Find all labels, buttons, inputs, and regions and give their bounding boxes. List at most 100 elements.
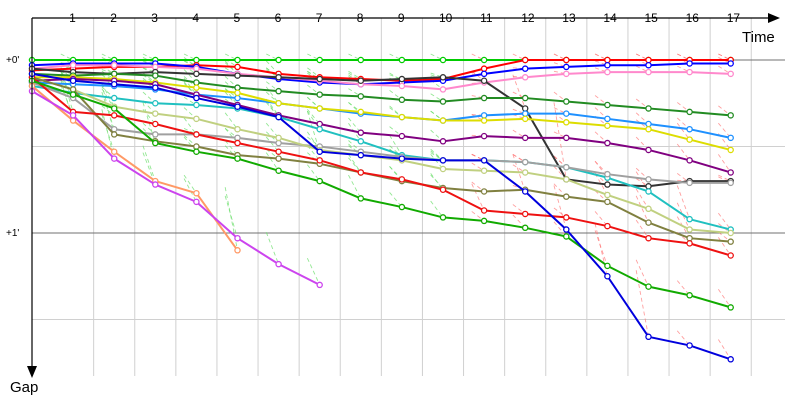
data-point — [604, 198, 611, 206]
connector-line — [471, 153, 485, 161]
series-line — [31, 64, 731, 91]
series-line — [31, 78, 731, 174]
connector-line — [430, 152, 444, 161]
data-point — [193, 198, 200, 206]
data-point — [234, 247, 241, 254]
data-point — [645, 176, 652, 183]
data-point — [727, 229, 734, 237]
data-point — [234, 125, 241, 133]
data-point — [645, 120, 652, 128]
data-point — [521, 224, 529, 232]
data-point — [234, 103, 241, 110]
data-point — [727, 60, 734, 67]
data-point — [69, 61, 77, 69]
data-point — [686, 234, 693, 242]
tick-layer: 1 2 3 4 5 6 7 8 9 10 11 12 13 14 15 16 17+0'+1' — [6, 11, 740, 239]
data-point — [275, 139, 282, 147]
series-line — [31, 85, 239, 251]
connector-line — [183, 134, 197, 147]
connector-line — [183, 174, 197, 194]
connector-line — [142, 145, 156, 182]
connector-line — [676, 122, 690, 140]
data-point — [604, 222, 611, 230]
data-point — [398, 75, 406, 83]
data-point — [316, 75, 323, 83]
data-point — [439, 56, 447, 64]
data-point — [563, 70, 570, 78]
data-point — [521, 169, 529, 176]
data-point — [521, 65, 529, 72]
data-point — [234, 84, 241, 91]
connector-line — [224, 128, 238, 139]
data-point — [645, 234, 652, 242]
connector-line — [142, 91, 156, 104]
data-point — [398, 203, 406, 211]
data-point — [110, 80, 118, 88]
data-point — [727, 304, 734, 311]
data-point — [563, 176, 570, 183]
data-point — [275, 260, 282, 268]
connector-line — [594, 107, 608, 120]
connector-line — [348, 53, 361, 61]
data-point — [110, 112, 118, 119]
connector-line — [430, 150, 444, 161]
connector-line — [717, 339, 732, 360]
data-point — [193, 79, 200, 86]
connector-line — [430, 110, 444, 121]
data-point — [316, 148, 323, 155]
x-tick-label: 2 — [110, 11, 117, 25]
data-point — [193, 56, 200, 64]
data-point — [480, 117, 488, 124]
data-point — [686, 60, 693, 67]
data-point — [686, 125, 693, 133]
connector-line — [60, 70, 74, 78]
x-tick-label: 8 — [357, 11, 364, 25]
data-point — [398, 132, 406, 140]
data-point — [398, 96, 406, 104]
data-point — [439, 165, 447, 173]
data-point — [604, 262, 611, 270]
connector-line — [553, 53, 567, 61]
connector-line — [183, 127, 197, 135]
connector-line — [635, 195, 649, 223]
data-point — [275, 74, 282, 81]
data-point — [152, 84, 159, 91]
axis-layer: Time Gap — [10, 13, 780, 396]
data-point — [604, 101, 611, 109]
data-point — [727, 134, 734, 142]
connector-line — [430, 129, 444, 142]
connector-line — [635, 259, 649, 287]
data-point — [604, 68, 611, 76]
connector-line — [224, 62, 238, 75]
connector-line — [142, 60, 156, 68]
data-point — [727, 146, 734, 154]
data-point — [69, 112, 77, 119]
series-line — [31, 81, 731, 184]
data-point — [645, 61, 652, 69]
data-point — [110, 148, 118, 155]
data-point — [357, 138, 365, 145]
data-point — [316, 120, 323, 128]
connector-line — [471, 211, 485, 222]
connector-line — [389, 105, 403, 118]
data-point — [234, 89, 241, 97]
data-point — [316, 91, 323, 98]
data-point — [275, 167, 282, 174]
data-point — [234, 63, 241, 71]
connector-line — [348, 70, 362, 80]
connector-line — [265, 152, 279, 171]
connector-line — [306, 110, 321, 130]
connector-line — [265, 148, 279, 159]
x-axis-arrow — [768, 13, 780, 23]
connector-line — [594, 53, 608, 61]
connector-line — [676, 102, 690, 113]
data-point — [398, 176, 406, 183]
data-point — [686, 342, 693, 349]
connector-line — [389, 72, 403, 82]
data-point — [193, 94, 200, 102]
connector-line — [265, 232, 280, 265]
data-point — [480, 217, 488, 225]
data-point — [480, 207, 488, 214]
